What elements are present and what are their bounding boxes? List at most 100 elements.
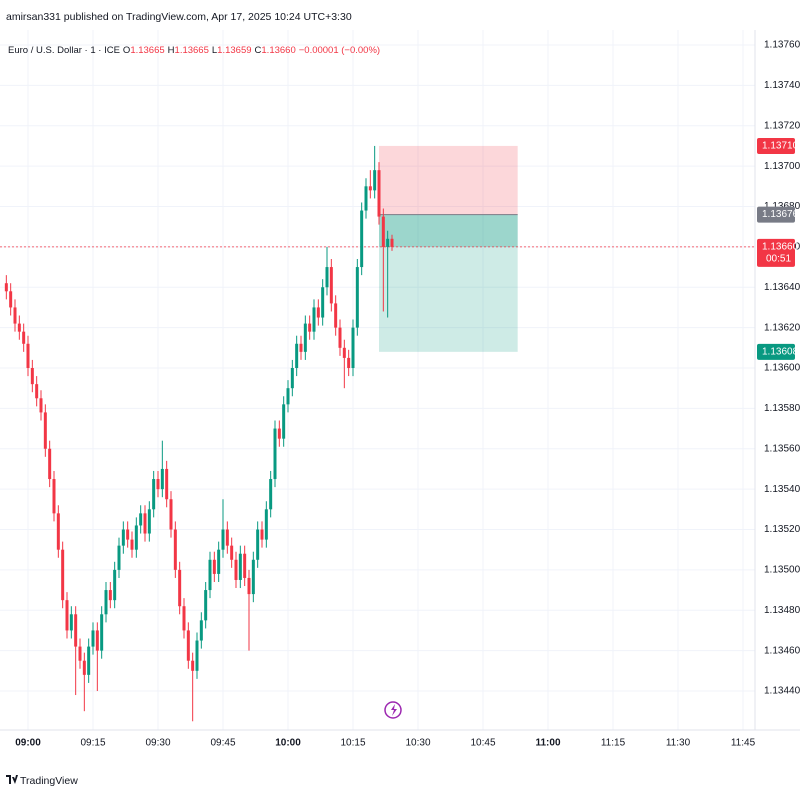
symbol-legend: Euro / U.S. Dollar · 1 · ICE O1.13665 H1.1… [8,45,380,56]
candle-body [299,343,303,352]
y-tick-label: 1.13460 [764,645,800,656]
stop-zone [379,145,518,215]
candle-body [95,630,99,651]
stop-price-tag-bg [757,137,795,154]
candle-body [256,529,260,560]
candle-body [130,539,134,550]
open-pnl-zone [379,214,518,247]
candle-body [56,513,60,550]
candle-body [17,323,21,332]
ohlc-label: H [168,45,175,56]
candle-body [134,525,138,550]
candle-body [104,590,108,615]
candle-body [182,606,186,631]
ohlc-label: C [255,45,262,56]
change-value: −0.00001 (−0.00%) [299,45,380,56]
target-price-tag-bg [757,343,795,360]
last-price-tag: 1.13660 [762,242,799,253]
x-tick-label: 11:45 [731,738,756,749]
y-tick-label: 1.13600 [764,363,800,374]
candle-body [329,267,333,304]
candle-body [82,660,86,675]
candle-body [52,479,56,514]
candle-body [126,529,130,540]
candle-body [316,307,320,318]
candle-body [217,549,221,574]
y-tick-label: 1.13580 [764,403,800,414]
candle-body [355,267,359,328]
candle-body [347,357,351,368]
candle-body [169,499,173,530]
candle-body [234,559,238,580]
last-price-tag-countdown: 00:51 [766,254,791,265]
candle-body [9,291,13,308]
candle-body [74,614,78,647]
y-tick-label: 1.13540 [764,484,800,495]
candle-body [381,216,385,247]
candle-body [221,529,225,550]
x-tick-label: 10:30 [405,738,430,749]
x-tick-label: 11:30 [666,738,691,749]
y-tick-label: 1.13760 [764,40,800,51]
candle-body [30,368,34,385]
candle-body [251,559,255,595]
logo-icon [6,775,18,784]
ohlc-value: 1.13660 [261,45,295,56]
candle-body [360,210,364,268]
candle-body [364,186,368,211]
alert-icon [384,701,402,719]
candle-body [386,238,390,247]
y-tick-label: 1.13500 [764,565,800,576]
candle-body [321,287,325,318]
candle-body [247,577,251,595]
candle-body [22,331,26,344]
y-tick-label: 1.13620 [764,322,800,333]
entry-price-tag: 1.13676 [762,209,799,220]
candle-body [160,468,164,490]
candle-body [91,630,95,647]
candle-body [117,545,121,570]
candle-body [152,479,156,510]
y-tick-label: 1.13640 [764,282,800,293]
candle-body [147,509,151,534]
candle-body [35,384,39,399]
candle-body [61,549,65,601]
y-tick-label: 1.13480 [764,605,800,616]
publish-header: amirsan331 published on TradingView.com,… [6,11,352,23]
x-tick-label: 09:00 [15,738,41,749]
candle-body [48,448,52,480]
candle-body [39,398,43,413]
candle-body [108,590,112,601]
candle-body [13,307,17,324]
candle-body [69,614,73,631]
candle-body [286,388,290,405]
candle-body [238,553,242,580]
candle-body [186,630,190,661]
ohlc-value: 1.13659 [217,45,251,56]
x-tick-label: 09:45 [210,738,235,749]
candle-body [4,283,8,292]
candle-body [273,428,277,480]
candle-body [143,513,147,534]
candle-body [277,428,281,439]
candle-body [204,590,208,621]
candle-body [43,412,47,449]
candle-body [121,529,125,546]
ohlc-label: L [212,45,217,56]
candle-body [139,513,143,526]
candle-body [173,529,177,570]
candle-body [308,323,312,332]
candle-body [156,479,160,490]
entry-price-tag-bg [757,206,795,223]
stop-price-tag: 1.13710 [762,141,799,152]
candle-body [208,559,212,591]
tv-logo [6,775,18,784]
target-price-tag: 1.13608 [762,346,799,357]
candle-body [195,640,199,671]
y-tick-label: 1.13520 [764,524,800,535]
candle-body [260,529,264,540]
candle-body [100,614,104,651]
x-tick-label: 10:00 [275,738,301,749]
last-price-tag-bg [757,238,795,267]
x-tick-label: 09:30 [145,738,170,749]
